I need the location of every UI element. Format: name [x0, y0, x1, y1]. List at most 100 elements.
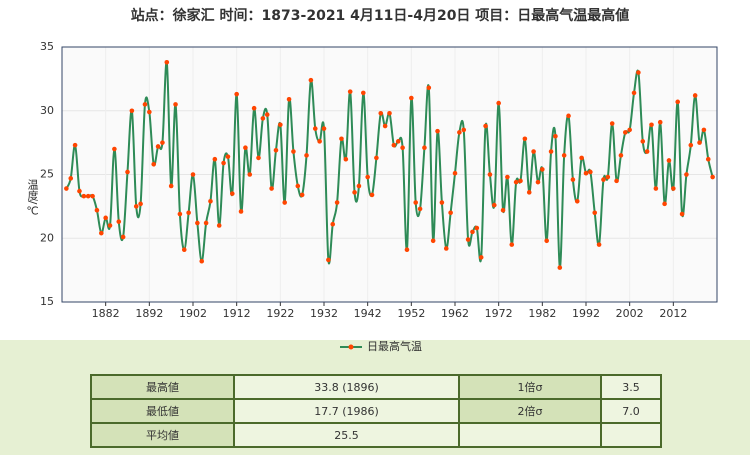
cell: 平均値 — [90, 422, 235, 448]
marker — [321, 126, 327, 131]
chart: 站点：徐家汇 时间：1873-2021 4月11日-4月20日 项目：日最高气温… — [26, 7, 718, 353]
marker — [662, 201, 667, 207]
marker — [112, 146, 117, 152]
marker — [653, 186, 659, 191]
x-tick-label: 1922 — [266, 307, 294, 320]
marker — [273, 147, 279, 153]
legend-marker — [348, 344, 354, 350]
cell: 最低値 — [90, 398, 235, 424]
marker — [85, 193, 91, 199]
marker — [422, 145, 427, 151]
marker — [478, 255, 484, 260]
marker — [395, 139, 401, 144]
marker — [260, 116, 266, 121]
marker — [518, 178, 523, 184]
x-tick-label: 1982 — [528, 307, 556, 320]
marker — [430, 238, 436, 244]
marker — [596, 242, 602, 247]
x-tick-label: 1902 — [179, 307, 207, 320]
x-tick-label: 1972 — [485, 307, 513, 320]
marker — [649, 122, 654, 128]
marker — [675, 99, 680, 105]
marker — [238, 209, 244, 214]
marker — [387, 111, 392, 116]
cell: 2倍σ — [458, 398, 602, 424]
marker — [142, 102, 148, 107]
chart-title: 站点：徐家汇 时间：1873-2021 4月11日-4月20日 项目：日最高气温… — [131, 7, 630, 24]
marker — [540, 167, 545, 172]
marker — [526, 190, 532, 195]
marker — [247, 172, 253, 177]
legend-label: 日最高气温 — [367, 339, 422, 353]
marker — [116, 219, 122, 224]
marker — [492, 202, 497, 208]
marker — [286, 96, 292, 102]
marker — [64, 186, 69, 191]
marker — [631, 90, 637, 96]
marker — [378, 111, 384, 116]
marker — [461, 127, 467, 133]
marker — [688, 142, 694, 148]
marker — [474, 225, 480, 231]
marker — [160, 140, 165, 145]
marker — [439, 200, 445, 205]
marker — [173, 102, 178, 107]
y-tick-label: 30 — [40, 104, 54, 117]
marker — [470, 229, 475, 235]
marker — [640, 139, 646, 144]
marker — [356, 183, 362, 189]
marker — [312, 126, 318, 131]
marker — [138, 201, 143, 207]
marker — [452, 170, 458, 176]
marker — [448, 210, 453, 216]
marker — [500, 207, 506, 213]
y-tick-label: 25 — [40, 168, 54, 181]
x-tick-label: 1992 — [572, 307, 600, 320]
marker — [190, 172, 196, 177]
y-axis-label: 温度/℃ — [26, 178, 39, 217]
marker — [230, 191, 235, 196]
marker — [103, 215, 108, 221]
marker — [679, 211, 685, 217]
x-tick-label: 1892 — [135, 307, 163, 320]
marker — [352, 190, 357, 195]
marker — [326, 257, 331, 263]
marker — [400, 145, 405, 151]
marker — [627, 127, 632, 133]
marker — [557, 265, 563, 270]
marker — [483, 123, 488, 129]
marker — [90, 193, 95, 199]
cell: 最高値 — [90, 374, 235, 400]
marker — [251, 105, 257, 111]
x-tick-label: 1912 — [223, 307, 251, 320]
marker — [513, 179, 519, 185]
marker — [382, 123, 388, 129]
cell — [600, 422, 662, 448]
marker — [413, 200, 419, 205]
marker — [710, 174, 715, 180]
marker — [282, 200, 288, 205]
marker — [465, 237, 471, 242]
cell: 25.5 — [233, 422, 460, 448]
marker — [94, 207, 100, 213]
x-tick-label: 1942 — [354, 307, 382, 320]
marker — [195, 220, 200, 226]
marker — [487, 172, 493, 177]
marker — [636, 70, 641, 75]
marker — [155, 144, 161, 149]
marker — [68, 176, 74, 181]
marker — [697, 140, 702, 145]
marker — [212, 156, 218, 162]
marker — [330, 221, 336, 227]
marker — [203, 220, 209, 226]
marker — [535, 179, 541, 185]
marker — [299, 192, 305, 198]
marker — [295, 183, 301, 189]
y-tick-label: 35 — [40, 40, 54, 53]
marker — [243, 145, 248, 151]
y-tick-label: 20 — [40, 231, 54, 244]
marker — [509, 242, 515, 247]
marker — [186, 210, 191, 216]
marker — [671, 186, 676, 191]
marker — [609, 121, 615, 126]
